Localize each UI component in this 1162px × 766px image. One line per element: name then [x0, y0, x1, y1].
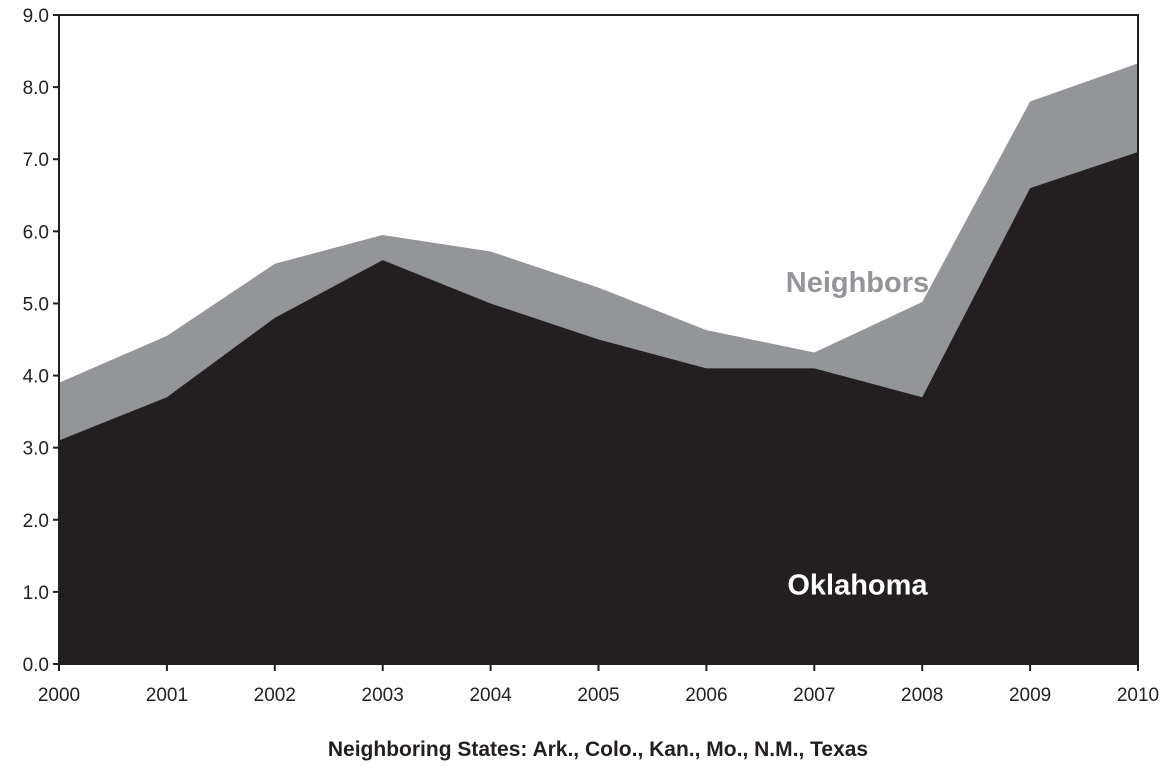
x-tick-label: 2002	[254, 685, 296, 706]
y-tick-label: 8.0	[23, 78, 49, 99]
y-tick-label: 3.0	[23, 439, 49, 460]
x-tick-label: 2010	[1117, 685, 1159, 706]
x-tick-label: 2005	[577, 685, 619, 706]
y-tick-label: 5.0	[23, 294, 49, 315]
x-axis-title: Neighboring States: Ark., Colo., Kan., M…	[328, 738, 868, 761]
x-tick-label: 2004	[469, 685, 512, 706]
x-tick-label: 2000	[38, 685, 80, 706]
area-oklahoma	[59, 152, 1138, 664]
series-areas	[59, 63, 1138, 664]
x-tick-label: 2003	[362, 685, 404, 706]
x-tick-label: 2007	[793, 685, 835, 706]
x-tick-label: 2009	[1009, 685, 1051, 706]
x-tick-label: 2001	[146, 685, 188, 706]
axes	[53, 14, 1139, 671]
series-annotations: Neighbors Oklahoma	[786, 267, 929, 602]
tick-labels: 0.0 1.0 2.0 3.0 4.0 5.0 6.0 7.0 8.0 9.0 2000 2001 20…	[23, 6, 1160, 706]
label-oklahoma: Oklahoma	[787, 570, 928, 602]
y-tick-label: 7.0	[23, 150, 49, 171]
y-tick-label: 6.0	[23, 222, 49, 243]
y-tick-label: 4.0	[23, 367, 49, 388]
x-tick-label: 2008	[901, 685, 943, 706]
y-tick-label: 9.0	[23, 6, 49, 27]
label-neighbors: Neighbors	[786, 267, 929, 299]
y-tick-label: 1.0	[23, 583, 49, 604]
y-tick-label: 2.0	[23, 511, 49, 532]
x-tick-label: 2006	[685, 685, 727, 706]
y-tick-label: 0.0	[23, 655, 49, 676]
